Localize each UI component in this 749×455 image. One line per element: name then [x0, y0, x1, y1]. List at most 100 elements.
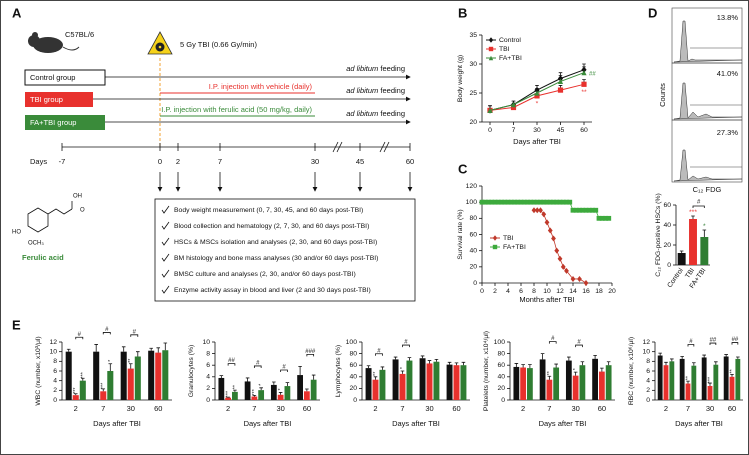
- marker: [510, 104, 517, 111]
- bar: [100, 391, 107, 400]
- y-tick-label: 4: [53, 377, 57, 384]
- significance: ***: [707, 376, 713, 383]
- x-tick-label: 7: [400, 404, 404, 413]
- x-tick-label: 60: [580, 127, 588, 134]
- marker: [599, 215, 605, 221]
- x-axis-label: Days after TBI: [539, 419, 587, 428]
- error-bar: [573, 371, 578, 376]
- bar: [546, 379, 553, 400]
- bar: [669, 361, 675, 400]
- x-tick-label: 2: [74, 404, 78, 413]
- y-axis-label: C₁₂ FDG-positive HSCs (%): [655, 193, 662, 276]
- marker: [486, 199, 491, 205]
- marker: [505, 199, 511, 205]
- error-bar: [514, 363, 519, 367]
- marker: [487, 107, 493, 113]
- y-tick-label: 80: [349, 350, 357, 357]
- marker: [495, 199, 501, 205]
- marker: [570, 275, 576, 282]
- error-bar: [461, 361, 466, 366]
- compound-group: OH: [73, 194, 82, 200]
- error-bar: [121, 346, 126, 352]
- bar: [162, 350, 169, 400]
- error-bar: [400, 370, 405, 374]
- x-tick-label: 16: [582, 288, 590, 295]
- marker: [534, 93, 540, 99]
- compound-group: OCH₃: [28, 241, 44, 247]
- significance: ***: [101, 382, 107, 389]
- bar: [446, 364, 453, 400]
- percentage: 27.3%: [717, 128, 739, 137]
- bar: [565, 360, 572, 400]
- bracket: [280, 369, 288, 373]
- y-tick-label: 2: [646, 387, 650, 394]
- x-axis-label: Days after TBI: [392, 419, 440, 428]
- x-tick-label: 4: [506, 288, 510, 295]
- error-bar: [736, 356, 740, 359]
- compound-group: O: [80, 208, 85, 214]
- bar: [433, 361, 440, 400]
- bar: [72, 395, 79, 400]
- x-tick-label: 14: [569, 288, 577, 295]
- error-bar: [427, 360, 432, 364]
- percentage: 41.0%: [717, 69, 739, 78]
- day-label: 7: [218, 157, 222, 166]
- error-bar: [311, 374, 316, 380]
- marker: [557, 199, 563, 205]
- day-label: 2: [176, 157, 180, 166]
- bar: [700, 237, 709, 265]
- x-tick-label: 7: [252, 404, 256, 413]
- significance: #: [256, 361, 260, 367]
- x-tick-label: 2: [226, 404, 230, 413]
- legend-marker: [488, 37, 494, 43]
- marker: [531, 199, 537, 205]
- marker: [547, 227, 553, 234]
- marker: [547, 199, 553, 205]
- error-bar: [298, 365, 302, 376]
- marker: [508, 199, 514, 205]
- marker: [512, 199, 517, 205]
- x-axis-label: Days after TBI: [675, 419, 723, 428]
- y-tick-label: 6: [53, 368, 57, 375]
- marker: [560, 199, 566, 205]
- bar: [310, 379, 317, 400]
- x-tick-label: 30: [425, 404, 433, 413]
- x-tick-label: 2: [373, 404, 377, 413]
- x-tick-label: 45: [557, 127, 565, 134]
- error-bar: [691, 215, 695, 219]
- error-bar: [373, 376, 378, 380]
- significance: #: [551, 336, 555, 342]
- marker: [541, 211, 547, 218]
- group-label: TBI group: [30, 95, 63, 104]
- error-bar: [101, 388, 106, 392]
- panel-label: B: [458, 5, 467, 20]
- x-tick-label: TBI: [684, 267, 696, 280]
- panel-label: C: [458, 161, 468, 176]
- error-bar: [730, 373, 734, 377]
- bar: [735, 358, 741, 400]
- error-bar: [226, 396, 230, 398]
- y-tick-label: 60: [663, 202, 671, 209]
- y-axis-label: Body weight (g): [457, 55, 464, 102]
- significance: *: [573, 367, 579, 370]
- feeding: ad libitum feeding: [346, 64, 405, 73]
- significance: #: [78, 332, 82, 338]
- marker: [606, 215, 612, 221]
- bar: [527, 368, 533, 400]
- day-label: 30: [311, 157, 319, 166]
- bar: [399, 373, 406, 400]
- marker: [534, 90, 540, 96]
- y-tick-label: 80: [469, 215, 477, 222]
- y-tick-label: 12: [49, 339, 57, 346]
- significance: #: [697, 200, 701, 206]
- error-bar: [702, 354, 706, 358]
- x-axis-label: Days after TBI: [93, 419, 141, 428]
- bar: [663, 365, 669, 400]
- checklist-item: Body weight measurement (0, 7, 30, 45, a…: [174, 207, 363, 214]
- error-bar: [219, 375, 224, 378]
- bar: [701, 357, 707, 400]
- checklist-item: Enzyme activity assay in blood and liver…: [174, 287, 371, 294]
- x-tick-label: 7: [547, 404, 551, 413]
- bracket: [253, 365, 262, 368]
- check-icon: [161, 237, 170, 246]
